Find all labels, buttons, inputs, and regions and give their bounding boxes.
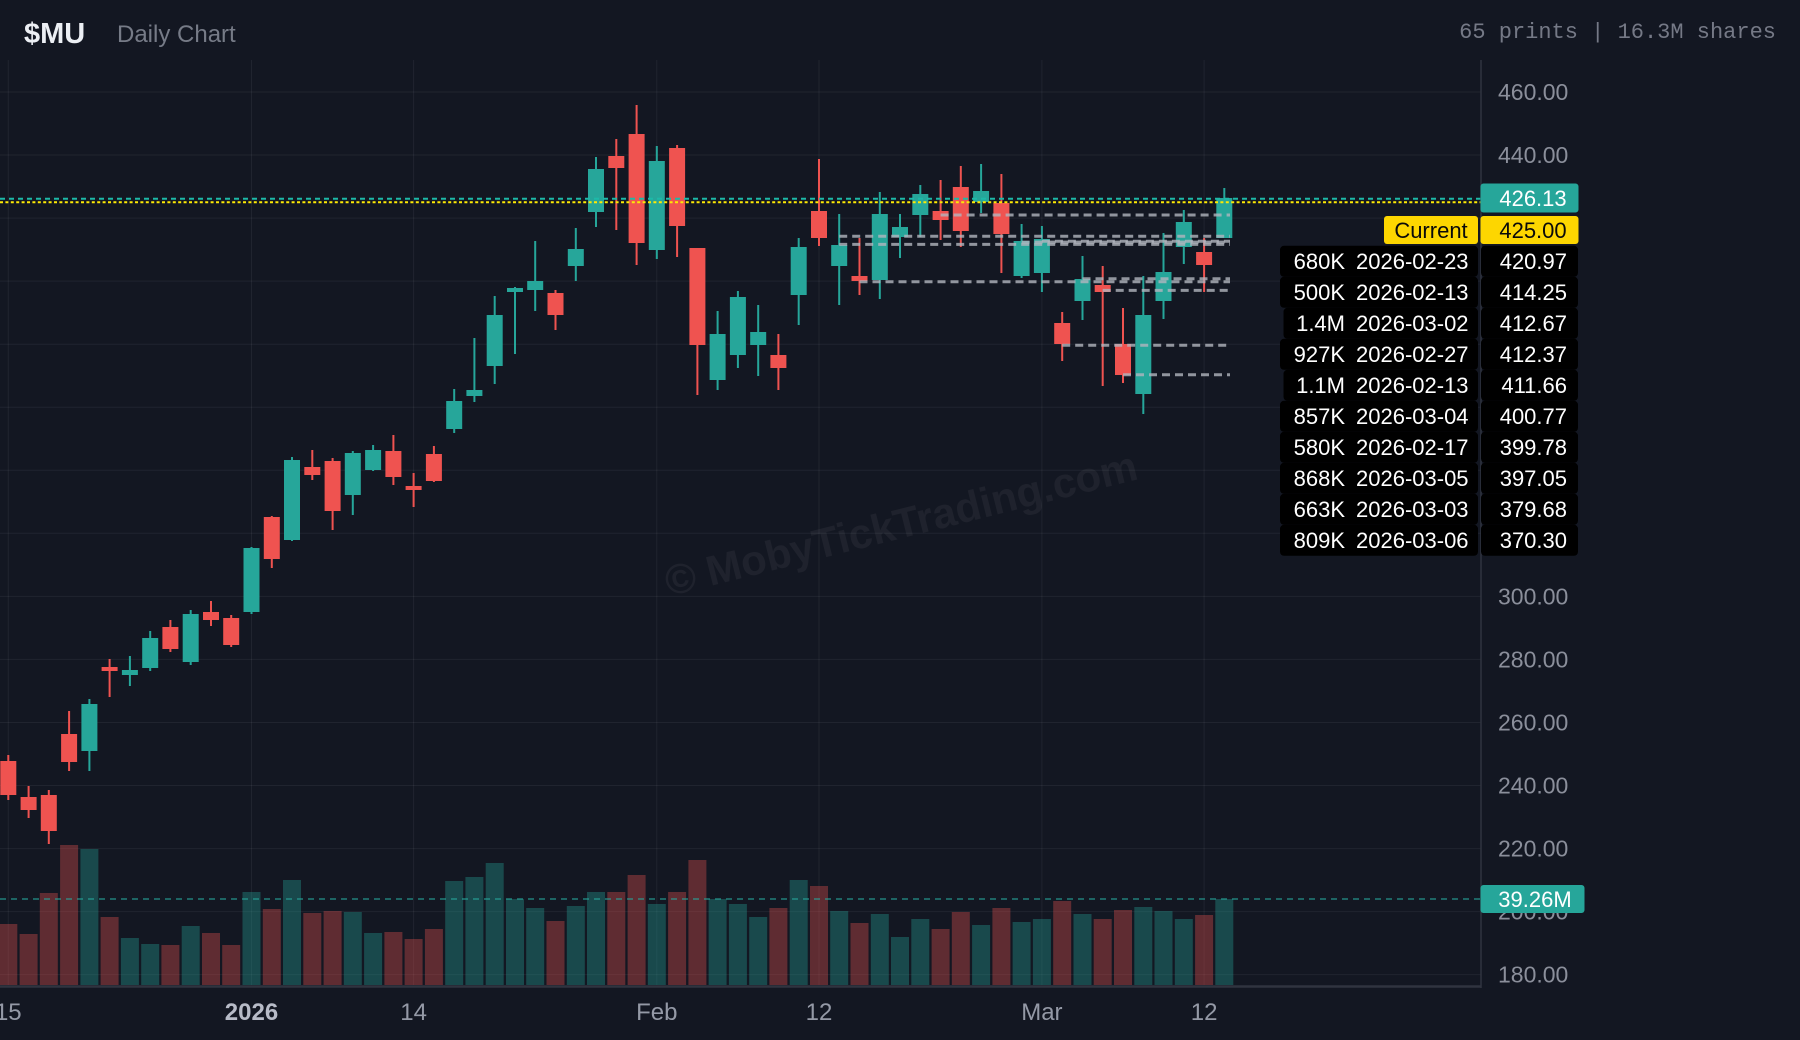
svg-text:2026-02-13: 2026-02-13 — [1356, 373, 1469, 398]
svg-text:426.13: 426.13 — [1499, 186, 1566, 211]
svg-text:412.67: 412.67 — [1500, 311, 1567, 336]
svg-text:© MobyTickTrading.com: © MobyTickTrading.com — [660, 442, 1142, 605]
svg-text:425.00: 425.00 — [1499, 218, 1566, 243]
svg-text:663K: 663K — [1294, 497, 1346, 522]
svg-text:300.00: 300.00 — [1498, 583, 1568, 609]
svg-text:379.68: 379.68 — [1500, 497, 1567, 522]
svg-text:411.66: 411.66 — [1501, 373, 1567, 398]
svg-text:397.05: 397.05 — [1500, 466, 1567, 491]
svg-text:2026-03-02: 2026-03-02 — [1356, 311, 1469, 336]
svg-text:809K: 809K — [1294, 528, 1346, 553]
svg-text:857K: 857K — [1294, 404, 1346, 429]
svg-text:500K: 500K — [1294, 280, 1346, 305]
svg-text:2026-02-13: 2026-02-13 — [1356, 280, 1469, 305]
svg-text:2026-03-05: 2026-03-05 — [1356, 466, 1469, 491]
svg-text:2026-02-27: 2026-02-27 — [1356, 342, 1469, 367]
svg-text:180.00: 180.00 — [1498, 962, 1568, 988]
svg-text:220.00: 220.00 — [1498, 836, 1568, 862]
svg-text:2026-02-23: 2026-02-23 — [1356, 249, 1469, 274]
svg-text:1.4M: 1.4M — [1296, 311, 1345, 336]
svg-text:280.00: 280.00 — [1498, 646, 1568, 672]
svg-text:Mar: Mar — [1021, 999, 1062, 1026]
svg-text:370.30: 370.30 — [1500, 528, 1567, 553]
svg-text:414.25: 414.25 — [1500, 280, 1567, 305]
svg-text:580K: 580K — [1294, 435, 1346, 460]
svg-text:240.00: 240.00 — [1498, 773, 1568, 799]
svg-text:2026-03-06: 2026-03-06 — [1356, 528, 1469, 553]
svg-text:2026: 2026 — [225, 999, 278, 1026]
svg-text:400.77: 400.77 — [1500, 404, 1567, 429]
svg-text:2026-03-03: 2026-03-03 — [1356, 497, 1469, 522]
svg-text:460.00: 460.00 — [1498, 79, 1568, 105]
svg-text:260.00: 260.00 — [1498, 710, 1568, 736]
svg-text:420.97: 420.97 — [1500, 249, 1567, 274]
svg-text:868K: 868K — [1294, 466, 1346, 491]
svg-text:412.37: 412.37 — [1500, 342, 1567, 367]
svg-text:14: 14 — [400, 999, 427, 1026]
svg-text:15: 15 — [0, 999, 22, 1026]
svg-text:680K: 680K — [1294, 249, 1346, 274]
svg-text:2026-02-17: 2026-02-17 — [1356, 435, 1469, 460]
svg-text:12: 12 — [806, 999, 833, 1026]
svg-text:440.00: 440.00 — [1498, 142, 1568, 168]
svg-text:39.26M: 39.26M — [1498, 887, 1571, 912]
svg-text:927K: 927K — [1294, 342, 1346, 367]
svg-text:Feb: Feb — [636, 999, 677, 1026]
svg-text:2026-03-04: 2026-03-04 — [1356, 404, 1469, 429]
svg-text:399.78: 399.78 — [1500, 435, 1567, 460]
svg-text:Current: Current — [1394, 218, 1467, 243]
svg-text:1.1M: 1.1M — [1296, 373, 1345, 398]
svg-text:12: 12 — [1191, 999, 1218, 1026]
